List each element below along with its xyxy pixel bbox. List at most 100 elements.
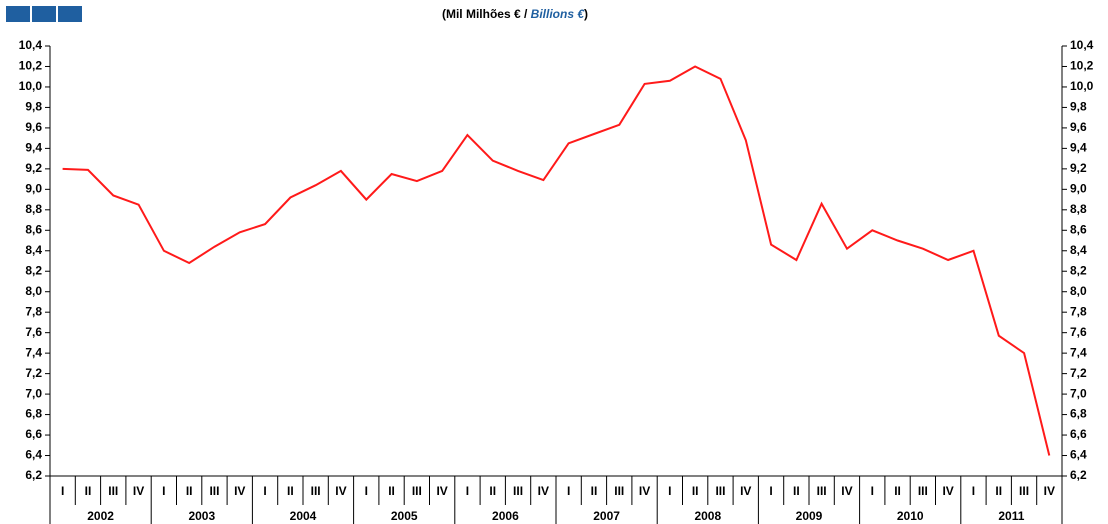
x-tick-label: I xyxy=(466,484,469,498)
chart-title: (Mil Milhões € / Billions €) xyxy=(442,7,588,21)
year-label: 2007 xyxy=(593,509,620,523)
y2-tick-label: 9,4 xyxy=(1070,141,1087,155)
x-tick-label: I xyxy=(668,484,671,498)
x-tick-label: IV xyxy=(335,484,346,498)
y2-tick-label: 9,8 xyxy=(1070,100,1087,114)
x-tick-label: IV xyxy=(740,484,751,498)
year-label: 2004 xyxy=(290,509,317,523)
x-tick-label: II xyxy=(388,484,395,498)
x-tick-label: III xyxy=(918,484,928,498)
y-tick-label: 7,6 xyxy=(25,325,42,339)
logo-square xyxy=(32,6,56,22)
x-tick-label: II xyxy=(995,484,1002,498)
y2-tick-label: 7,2 xyxy=(1070,366,1087,380)
y2-tick-label: 10,4 xyxy=(1070,38,1094,52)
y2-tick-label: 10,0 xyxy=(1070,79,1094,93)
x-tick-label: IV xyxy=(538,484,549,498)
x-tick-label: II xyxy=(894,484,901,498)
y-tick-label: 6,8 xyxy=(25,407,42,421)
x-tick-label: II xyxy=(489,484,496,498)
x-tick-label: II xyxy=(186,484,193,498)
x-tick-label: IV xyxy=(133,484,144,498)
year-label: 2006 xyxy=(492,509,519,523)
x-tick-label: I xyxy=(365,484,368,498)
x-tick-label: III xyxy=(1019,484,1029,498)
x-tick-label: IV xyxy=(639,484,650,498)
y2-tick-label: 8,6 xyxy=(1070,222,1087,236)
x-tick-label: III xyxy=(108,484,118,498)
x-tick-label: I xyxy=(61,484,64,498)
logo-square xyxy=(6,6,30,22)
x-tick-label: I xyxy=(162,484,165,498)
y-tick-label: 8,4 xyxy=(25,243,42,257)
y-tick-label: 7,4 xyxy=(25,345,42,359)
x-tick-label: II xyxy=(591,484,598,498)
y-tick-label: 8,2 xyxy=(25,263,42,277)
x-tick-label: IV xyxy=(1044,484,1055,498)
y-tick-label: 8,6 xyxy=(25,222,42,236)
y2-tick-label: 9,2 xyxy=(1070,161,1087,175)
y2-tick-label: 6,8 xyxy=(1070,407,1087,421)
y2-tick-label: 7,8 xyxy=(1070,304,1087,318)
y-tick-label: 7,2 xyxy=(25,366,42,380)
x-tick-label: I xyxy=(263,484,266,498)
x-tick-label: I xyxy=(972,484,975,498)
x-tick-label: IV xyxy=(942,484,953,498)
year-label: 2002 xyxy=(87,509,114,523)
title-pt: (Mil Milhões € / xyxy=(442,7,531,21)
x-tick-label: II xyxy=(793,484,800,498)
x-tick-label: III xyxy=(614,484,624,498)
y-tick-label: 8,0 xyxy=(25,284,42,298)
y-tick-label: 9,0 xyxy=(25,182,42,196)
y2-tick-label: 8,0 xyxy=(1070,284,1087,298)
x-tick-label: III xyxy=(817,484,827,498)
x-tick-label: II xyxy=(85,484,92,498)
series-line xyxy=(62,65,1051,456)
y2-tick-label: 7,4 xyxy=(1070,345,1087,359)
y-tick-label: 10,2 xyxy=(19,59,43,73)
year-label: 2008 xyxy=(694,509,721,523)
y2-tick-label: 8,4 xyxy=(1070,243,1087,257)
y-tick-label: 6,2 xyxy=(25,468,42,482)
x-tick-label: III xyxy=(715,484,725,498)
x-tick-label: III xyxy=(513,484,523,498)
x-tick-label: II xyxy=(287,484,294,498)
y2-tick-label: 7,0 xyxy=(1070,386,1087,400)
y-tick-label: 6,4 xyxy=(25,448,42,462)
x-tick-label: III xyxy=(311,484,321,498)
x-tick-label: IV xyxy=(234,484,245,498)
y-tick-label: 8,8 xyxy=(25,202,42,216)
y2-tick-label: 10,2 xyxy=(1070,59,1094,73)
logo-square xyxy=(58,6,82,22)
year-label: 2011 xyxy=(998,509,1024,523)
x-tick-label: I xyxy=(871,484,874,498)
year-label: 2009 xyxy=(796,509,823,523)
x-tick-label: I xyxy=(769,484,772,498)
y-tick-label: 9,8 xyxy=(25,100,42,114)
x-tick-label: II xyxy=(692,484,699,498)
y2-tick-label: 9,0 xyxy=(1070,182,1087,196)
y-tick-label: 9,2 xyxy=(25,161,42,175)
x-tick-label: III xyxy=(209,484,219,498)
y2-tick-label: 6,2 xyxy=(1070,468,1087,482)
y-tick-label: 10,4 xyxy=(19,38,43,52)
y-tick-label: 9,4 xyxy=(25,141,42,155)
y2-tick-label: 7,6 xyxy=(1070,325,1087,339)
y-tick-label: 7,8 xyxy=(25,304,42,318)
y2-tick-label: 6,6 xyxy=(1070,427,1087,441)
x-tick-label: IV xyxy=(841,484,852,498)
year-label: 2005 xyxy=(391,509,418,523)
year-label: 2010 xyxy=(897,509,924,523)
y-tick-label: 9,6 xyxy=(25,120,42,134)
y2-tick-label: 6,4 xyxy=(1070,448,1087,462)
title-en: Billions € xyxy=(531,7,586,21)
y2-tick-label: 9,6 xyxy=(1070,120,1087,134)
y-tick-label: 7,0 xyxy=(25,386,42,400)
year-label: 2003 xyxy=(188,509,215,523)
y-tick-label: 10,0 xyxy=(19,79,43,93)
y2-tick-label: 8,2 xyxy=(1070,263,1087,277)
title-end: ) xyxy=(584,7,588,21)
y2-tick-label: 8,8 xyxy=(1070,202,1087,216)
x-tick-label: IV xyxy=(436,484,447,498)
